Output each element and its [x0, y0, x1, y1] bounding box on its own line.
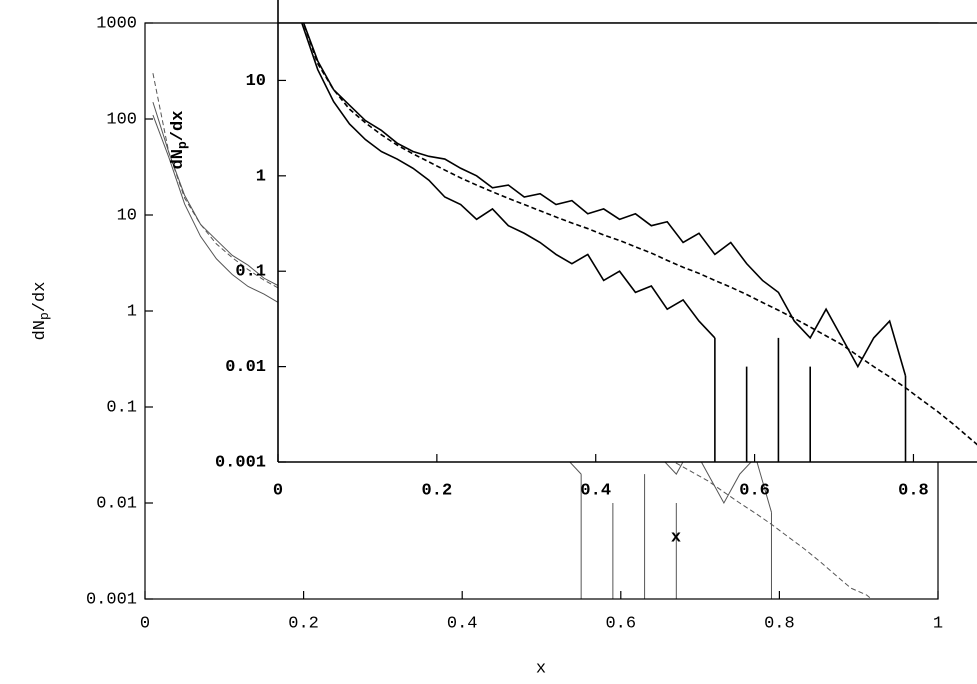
y-tick-label: 1 — [256, 167, 266, 186]
inset-background — [278, 23, 977, 462]
x-axis-label: x — [671, 528, 681, 547]
x-tick-label: 0.8 — [764, 614, 795, 633]
y-label-sub: p — [37, 312, 52, 320]
y-tick-label: 0.1 — [106, 398, 137, 417]
x-tick-label: 0 — [140, 614, 150, 633]
x-tick-label: 1 — [933, 614, 943, 633]
y-axis-label: dNp/dx — [31, 282, 52, 341]
y-label-main: dN — [169, 149, 188, 169]
y-label-main: dN — [31, 320, 50, 340]
x-tick-label: 0.2 — [422, 481, 453, 500]
x-tick-label: 0.6 — [605, 614, 636, 633]
data-curve — [300, 23, 716, 339]
y-tick-label: 0.1 — [235, 263, 266, 282]
y-tick-label: 0.01 — [96, 494, 137, 513]
x-tick-label: 0.4 — [580, 481, 611, 500]
y-tick-label: 1000 — [96, 14, 137, 33]
y-label-tail: /dx — [31, 282, 50, 313]
y-tick-label: 0.001 — [215, 453, 266, 472]
fit-curve — [302, 23, 977, 446]
y-tick-label: 0.01 — [225, 358, 266, 377]
x-tick-label: 0.2 — [288, 614, 319, 633]
y-label-tail: /dx — [169, 111, 188, 142]
y-tick-label: 1 — [127, 302, 137, 321]
y-tick-label: 10 — [117, 206, 137, 225]
x-tick-label: 0.4 — [447, 614, 478, 633]
x-tick-label: 0.6 — [739, 481, 770, 500]
plot-area — [300, 23, 977, 462]
y-tick-label: 0.001 — [86, 590, 137, 609]
y-tick-label: 10 — [246, 72, 266, 91]
x-axis-label: x — [536, 659, 546, 678]
inset-chart: 10 1 0.1 0.01 0.001 0 0.2 0.4 0.6 0.8 x dNp/dx — [169, 0, 977, 547]
y-axis-label: dNp/dx — [169, 111, 190, 170]
x-tick-label: 0.8 — [898, 481, 929, 500]
x-tick-label: 0 — [273, 481, 283, 500]
data-curve — [302, 23, 907, 377]
y-tick-label: 100 — [106, 110, 137, 129]
y-label-sub: p — [175, 141, 190, 149]
